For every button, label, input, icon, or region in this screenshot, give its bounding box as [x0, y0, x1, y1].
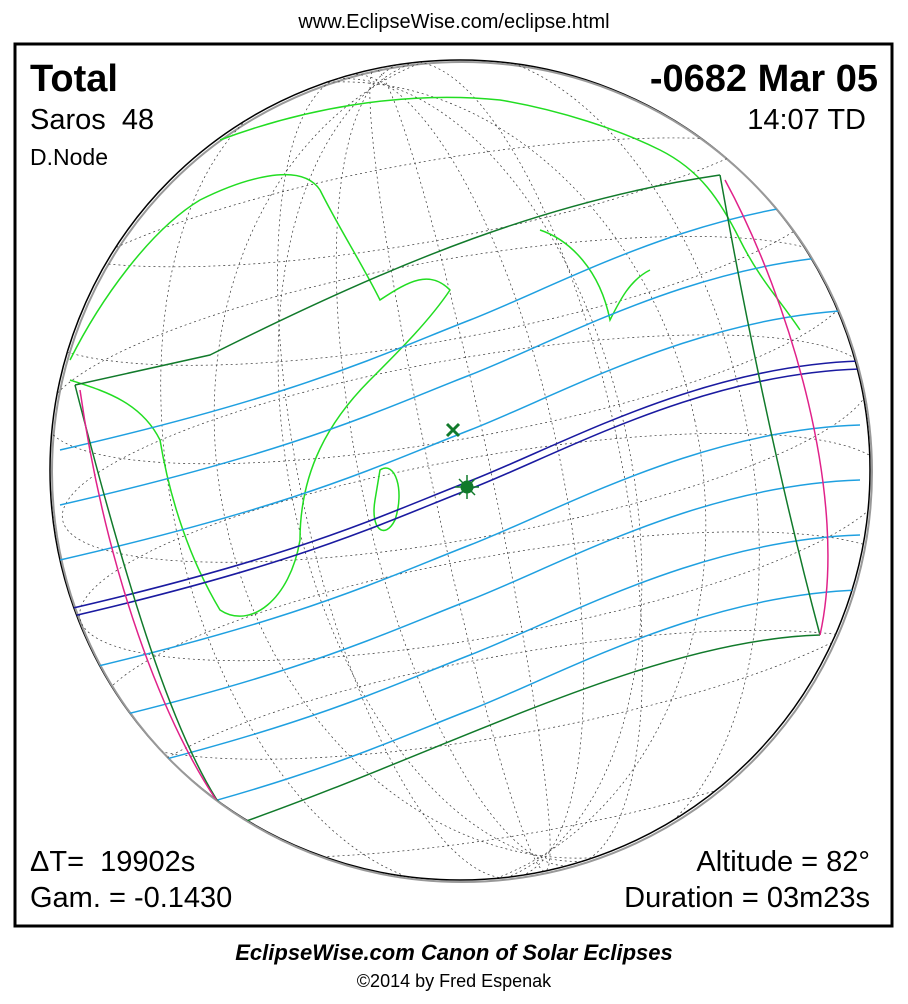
parallel [79, 433, 870, 662]
parallel [96, 531, 870, 760]
path-limits [74, 174, 829, 826]
globe [49, 59, 871, 881]
greatest-eclipse-marker [445, 422, 479, 499]
saros: Saros 48 [30, 104, 155, 136]
eclipse-paths [59, 199, 861, 841]
parallel [61, 334, 870, 563]
globe-shadow [51, 61, 873, 883]
time: 14:07 TD [747, 104, 866, 136]
meridian [50, 81, 707, 880]
central-limit [59, 360, 861, 612]
footer-title: EclipseWise.com Canon of Solar Eclipses [235, 940, 673, 965]
partial-line [59, 479, 861, 731]
altitude: Altitude = 82° [696, 846, 870, 878]
partial-line [59, 309, 861, 561]
meridian [160, 78, 643, 880]
partial-line [59, 424, 861, 676]
partial-line [59, 589, 861, 841]
node: D.Node [30, 144, 108, 170]
partial-line [59, 199, 861, 451]
partial-line [59, 534, 861, 786]
duration: Duration = 03m23s [624, 882, 870, 914]
eclipse-type: Total [30, 58, 118, 100]
eclipse-date: -0682 Mar 05 [649, 58, 878, 100]
header-url: www.EclipseWise.com/eclipse.html [298, 11, 610, 33]
delta-t: ΔT= 19902s [30, 846, 196, 878]
frame [13, 42, 894, 928]
land-outlines [69, 96, 801, 617]
partial-line [59, 254, 861, 506]
meridian [335, 61, 643, 867]
gamma: Gam. = -0.1430 [30, 882, 233, 914]
parallel [114, 629, 870, 859]
copyright: ©2014 by Fred Espenak [356, 971, 552, 991]
